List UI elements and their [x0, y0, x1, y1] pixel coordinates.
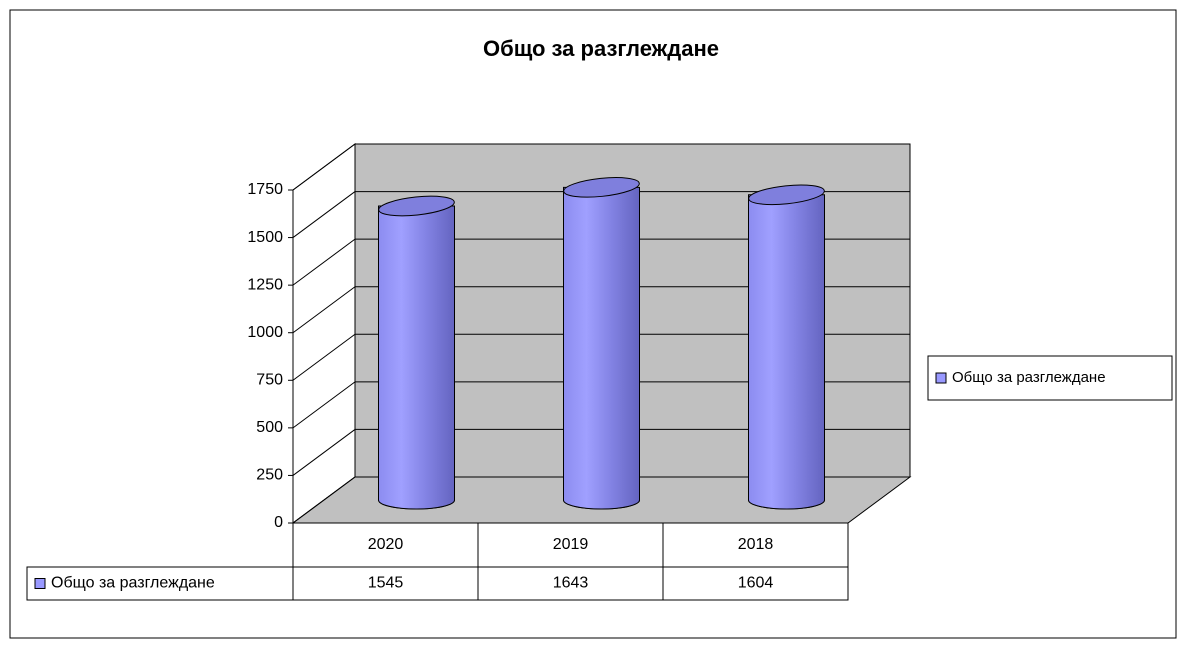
y-tick-label: 1250 [247, 276, 283, 293]
table-value: 1604 [738, 575, 774, 592]
y-tick-label: 1000 [247, 324, 283, 341]
y-tick-label: 1750 [247, 181, 283, 198]
x-tick-label: 2018 [738, 536, 774, 553]
legend-key [935, 372, 947, 384]
grid-line [292, 476, 356, 524]
left-wall [292, 143, 356, 524]
cylinder-top [378, 195, 455, 217]
chart-title: Общо за разглеждане [483, 36, 719, 61]
cylinder [748, 194, 825, 510]
cylinder-top [563, 177, 640, 198]
y-tick-label: 0 [274, 514, 283, 531]
table-value: 1545 [368, 575, 404, 592]
cylinder [378, 205, 455, 510]
grid-line [292, 429, 356, 476]
grid-line [292, 191, 356, 238]
y-tick-label: 1500 [247, 229, 283, 246]
x-tick-label: 2019 [553, 536, 589, 553]
grid-line [292, 333, 356, 381]
grid-line [292, 143, 356, 191]
table-value: 1643 [553, 575, 589, 592]
x-tick-label: 2020 [368, 536, 404, 553]
grid-line [292, 238, 356, 286]
y-tick-label: 750 [256, 372, 283, 389]
table-cell [26, 566, 849, 601]
y-tick-label: 500 [256, 419, 283, 436]
grid-line [292, 286, 356, 334]
table-series-name: Общо за разглеждане [51, 575, 215, 592]
legend-label: Общо за разглеждане [952, 369, 1106, 386]
legend [927, 355, 1173, 401]
y-tick-label: 250 [256, 467, 283, 484]
grid-line [292, 381, 356, 429]
table-legend-key [34, 578, 46, 589]
cylinder [563, 186, 640, 510]
cylinder-top [748, 184, 825, 206]
